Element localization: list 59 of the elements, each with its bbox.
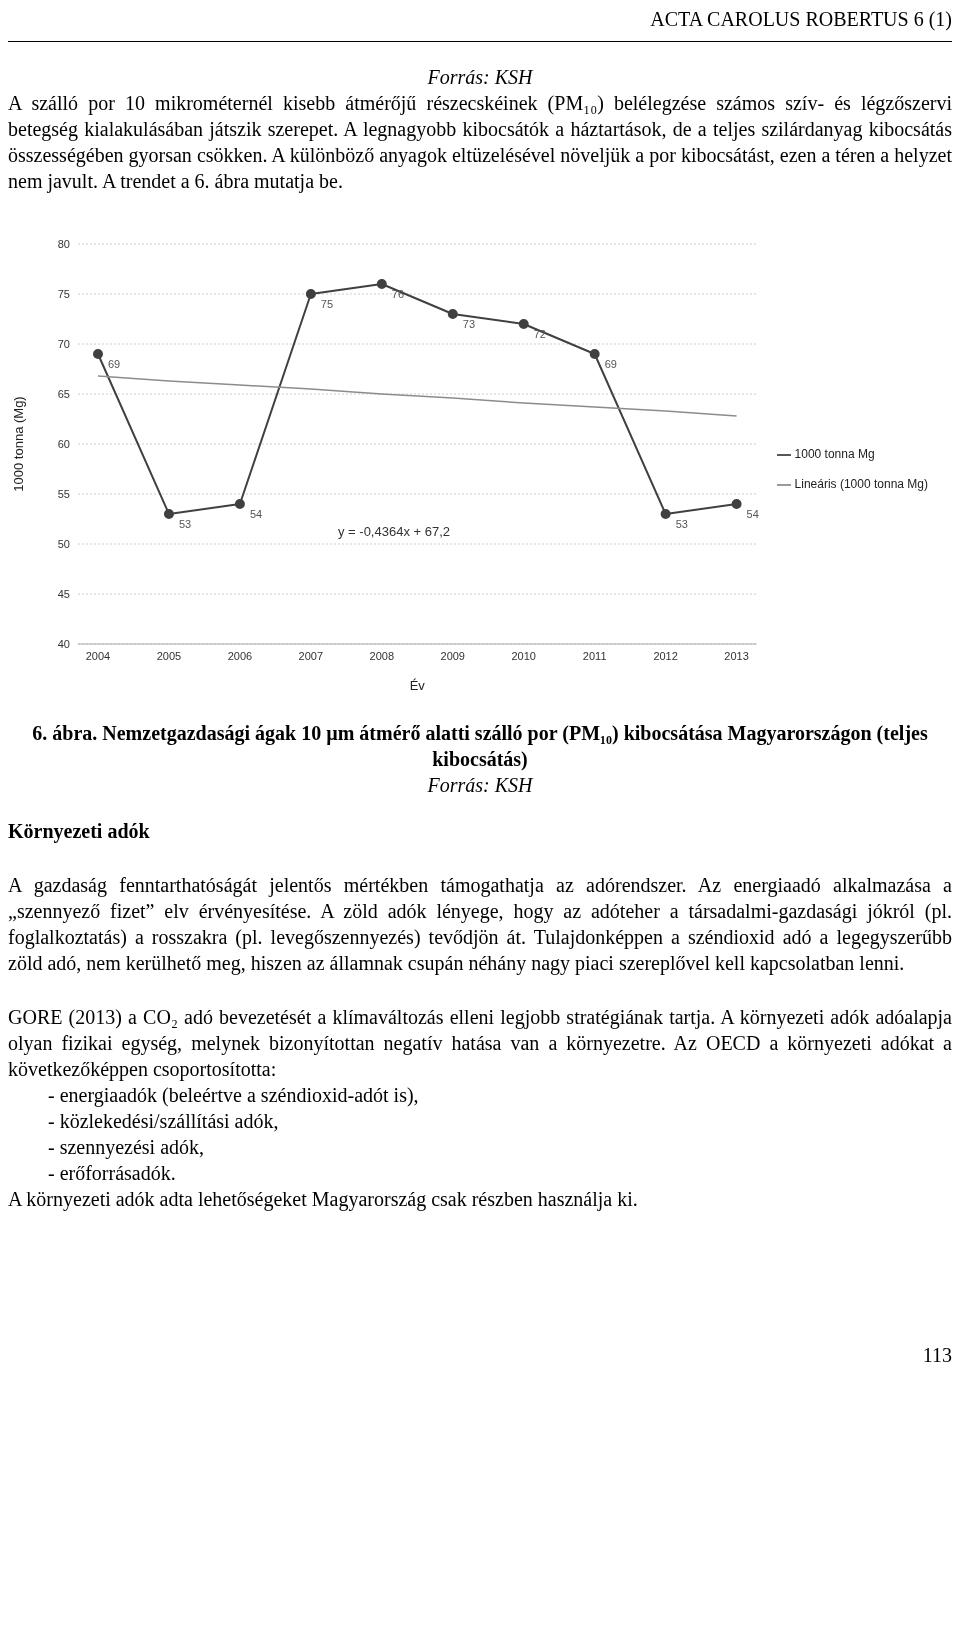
x-tick-label: 2005 [156,649,182,662]
y-tick-label: 55 [57,487,70,500]
text: Forrás: KSH [426,65,535,90]
data-label: 73 [462,318,476,330]
x-tick-label: 2006 [227,649,253,662]
x-tick-label: 2013 [724,649,749,662]
data-label: 54 [746,508,759,520]
x-tick-label: 2008 [369,649,395,662]
data-label: 75 [320,298,334,310]
y-tick-label: 80 [57,237,70,250]
y-tick-label: 40 [57,637,70,650]
point [93,349,103,359]
x-tick-label: 2012 [653,649,678,662]
x-tick-label: 2009 [440,649,466,662]
y-tick-label: 75 [57,287,70,300]
legend-label: 1000 tonna Mg [794,447,875,461]
text: - szennyezési adók, [47,1135,206,1160]
point [731,499,742,509]
text: - közlekedési/szállítási adók, [47,1109,280,1134]
text: ACTA CAROLUS ROBERTUS 6 (1) [8,8,952,42]
text: - energiaadók (beleértve a széndioxid-adót is), [47,1083,420,1108]
y-tick-label: 65 [57,387,70,400]
text: Forrás: KSH [426,773,535,798]
data-label: 76 [391,288,405,300]
text: - erőforrásadók. [47,1161,177,1186]
x-axis-title: Év [409,678,426,693]
legend-label: Lineáris (1000 tonna Mg) [794,477,928,491]
x-tick-label: 2004 [85,649,111,662]
x-tick-label: 2007 [298,649,324,662]
data-label: 69 [108,358,121,370]
text: GORE (2013) a CO₂ adó bevezetését a klímaváltozás elleni legjobb stratégiának tartja. A környezeti adók adóalapja olyan fizikai egység, melynek bizonyítottan negatív hatása van a környezetre. Az OECD a környezeti adókat a következőképpen csoportosította: [8,1005,952,1082]
text: 6. ábra. Nemzetgazdasági ágak 10 µm átmérő alatti szálló por (PM₁₀) kibocsátása Magyarországon (teljes kibocsátás) [31,721,929,772]
text: A szálló por 10 mikrométernél kisebb átmérőjű részecskéinek (PM₁₀) belélegzése számos szív- és légzőszervi betegség kialakulásában játszik szerepet. A legnagyobb kibocsátók a háztartások, de a teljes szilárdanyag kibocsátás összességében gyorsan csökken. A különböző anyagok eltüzelésével növeljük a por kibocsátást, ezen a téren a helyzet nem javult. A trendet a 6. ábra mutatja be. [8,91,952,194]
data-label: 69 [604,358,617,370]
point [305,289,316,299]
line-series [97,375,738,417]
point [660,509,671,519]
point [589,349,600,359]
text: 113 [921,1343,952,1368]
y-tick-label: 60 [57,437,70,450]
point [518,319,529,329]
text: Környezeti adók [8,819,151,844]
annotation: y = -0,4364x + 67,2 [338,524,451,539]
y-tick-label: 50 [57,537,70,550]
point [447,309,458,319]
text: A környezeti adók adta lehetőségeket Magyarország csak részben használja ki. [8,1187,639,1212]
point [376,279,387,289]
y-axis-title: 1000 tonna (Mg) [10,396,26,492]
point [234,499,245,509]
data-label: 54 [249,508,263,520]
text: A gazdaság fenntarthatóságát jelentős mértékben támogathatja az adórendszer. Az energiaadó alkalmazása a „szennyező fizet” elv érvényesítése. A zöld adók lényege, hogy az adóteher a társadalmi-gazdasági jókról (pl. foglalkoztatás) a rosszakra (pl. levegőszennyezés) tevődjön át. Tulajdonképpen a széndioxid adó a legegyszerűbb zöld adó, nem kerülhető meg, hiszen az államnak csupán néhány nagy piaci szereplővel kell kapcsolatban lenni. [8,873,952,976]
data-label: 53 [675,518,688,530]
x-tick-label: 2011 [582,649,607,662]
x-tick-label: 2010 [511,649,536,662]
point [163,509,174,519]
data-label: 53 [178,518,192,530]
y-tick-label: 45 [57,587,70,600]
y-tick-label: 70 [57,337,70,350]
data-label: 72 [533,328,546,340]
